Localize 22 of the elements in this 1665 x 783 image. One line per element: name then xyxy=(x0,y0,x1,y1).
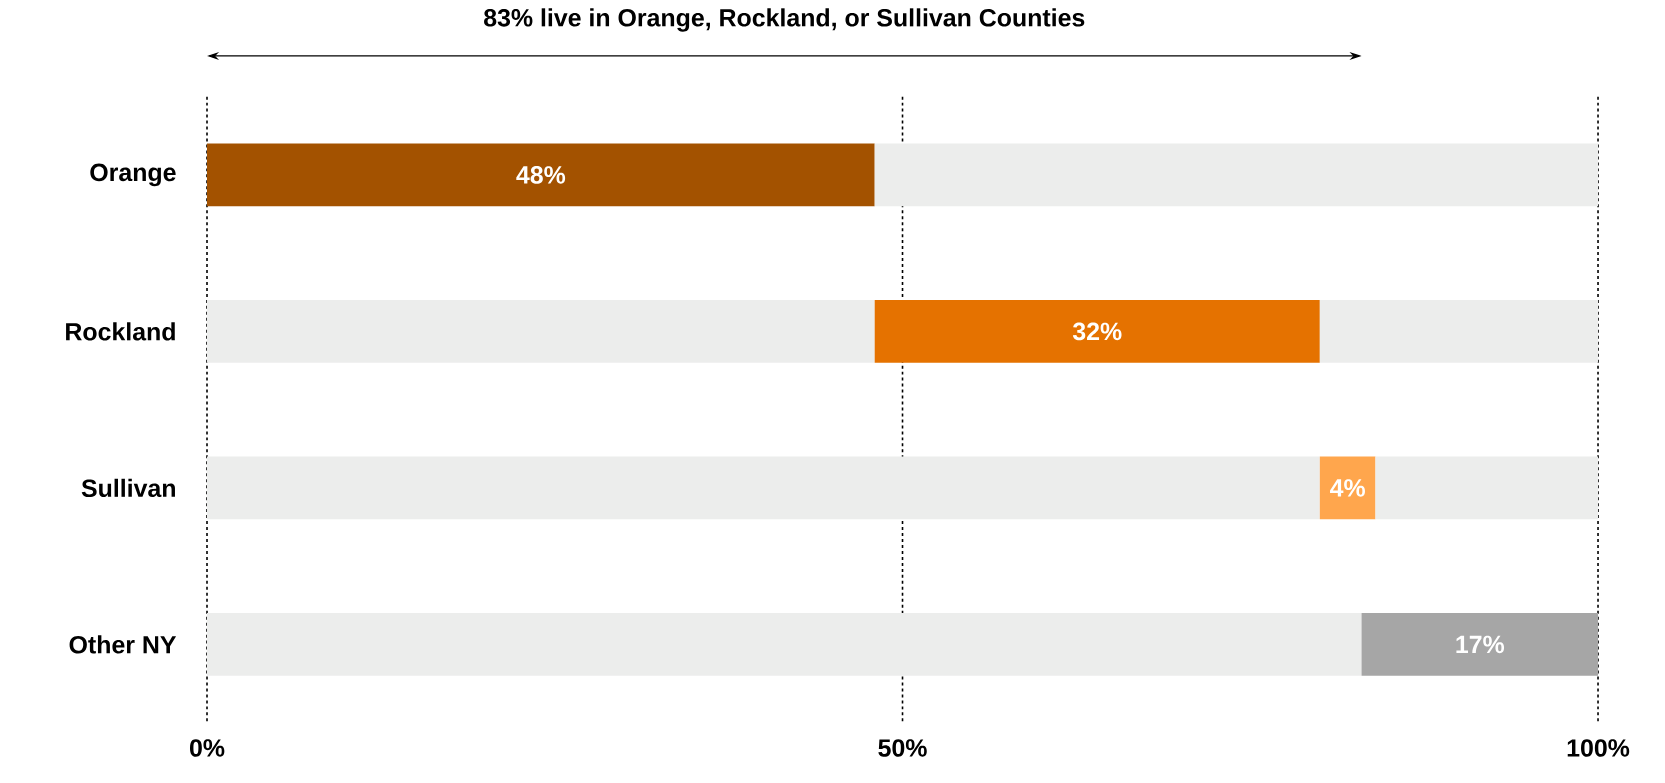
bar xyxy=(874,143,1599,207)
bar xyxy=(874,300,1320,363)
bar xyxy=(207,613,1362,676)
text: 83% live in Orange, Rockland, or Sullivan Counties xyxy=(484,8,1085,32)
bar xyxy=(1361,613,1599,676)
x-tick-label: 50% xyxy=(878,739,927,757)
data-label: 4% xyxy=(1330,479,1365,497)
data-label: 48% xyxy=(516,166,566,184)
data-label: 17% xyxy=(1456,635,1505,654)
x-tick-label: 100% xyxy=(1567,739,1630,757)
bar xyxy=(1319,456,1376,520)
bar xyxy=(1375,456,1599,520)
data-label: 32% xyxy=(1072,322,1122,341)
bar xyxy=(207,300,875,363)
x-tick-label: 0% xyxy=(189,739,225,757)
y-tick-label: Orange xyxy=(90,163,176,187)
bar xyxy=(207,456,1320,520)
bar xyxy=(1319,300,1599,363)
y-tick-label: Sullivan xyxy=(81,478,175,498)
bar xyxy=(207,143,875,207)
y-tick-label: Rockland xyxy=(66,322,175,341)
y-tick-label: Other NY xyxy=(69,635,177,654)
